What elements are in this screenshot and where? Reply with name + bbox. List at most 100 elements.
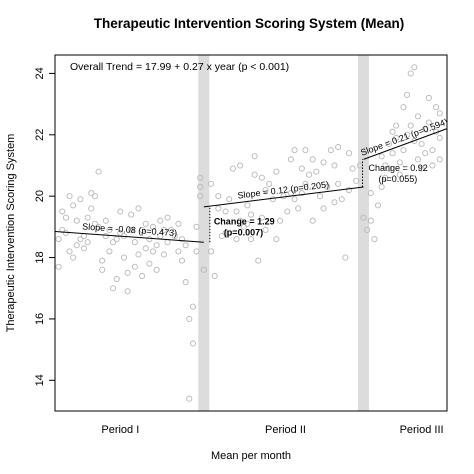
data-point	[284, 208, 291, 215]
data-point	[99, 266, 106, 273]
data-point	[186, 395, 193, 402]
data-point	[226, 229, 233, 237]
data-point	[309, 156, 316, 163]
y-tick-label: 22	[34, 129, 46, 141]
data-point	[262, 226, 269, 233]
data-point	[189, 303, 196, 310]
change-markers: Change = 1.29(p=0.007) Change = 0.92(p=0.…	[209, 159, 428, 243]
overall-trend-label: Overall Trend = 17.99 + 0.27 x year (p <…	[70, 61, 289, 73]
data-point	[226, 196, 233, 203]
data-point	[197, 174, 204, 181]
change-p-label-1: (p=0.007)	[224, 228, 263, 238]
data-point	[266, 180, 273, 187]
data-point	[258, 174, 265, 181]
data-point	[382, 162, 389, 169]
data-point	[110, 285, 117, 292]
data-point	[66, 248, 73, 255]
data-point	[215, 205, 222, 212]
data-point	[102, 217, 109, 224]
data-point	[407, 122, 414, 129]
data-point	[131, 263, 138, 270]
data-point	[374, 202, 382, 209]
data-point	[91, 193, 98, 200]
data-point	[295, 205, 302, 212]
data-points	[55, 64, 443, 402]
chart-title: Therapeutic Intervention Scoring System …	[94, 16, 405, 31]
data-point	[80, 245, 88, 252]
slope-label-period-3: Slope = 0.21 (p=0.594)	[359, 117, 449, 158]
trend-line-period-1	[54, 230, 204, 243]
data-point	[371, 236, 378, 243]
data-point	[149, 248, 157, 255]
data-point	[77, 196, 84, 203]
data-point	[345, 186, 353, 194]
data-point	[338, 196, 345, 203]
x-category-label: Period I	[101, 424, 139, 436]
data-point	[396, 159, 403, 166]
x-category-label: Period II	[265, 424, 306, 436]
data-point	[84, 239, 91, 246]
data-point	[70, 202, 77, 209]
data-point	[106, 248, 113, 255]
data-point	[164, 239, 171, 246]
data-point	[364, 226, 371, 233]
data-point	[146, 236, 153, 243]
data-point	[349, 165, 356, 172]
data-point	[324, 183, 331, 191]
x-axis: Period I Period II Period III	[101, 424, 443, 436]
data-point	[62, 214, 69, 221]
data-point	[186, 315, 193, 322]
data-point	[149, 223, 157, 230]
change-label-2: Change = 0.92	[369, 163, 428, 173]
trend-line-period-2	[203, 186, 364, 208]
data-point	[378, 153, 385, 160]
data-point	[117, 229, 124, 237]
data-point	[251, 171, 258, 178]
data-point	[291, 147, 298, 154]
data-point	[55, 236, 62, 243]
data-point	[360, 214, 367, 221]
data-point	[160, 226, 167, 233]
data-point	[244, 220, 251, 227]
data-point	[178, 236, 186, 243]
trend-lines	[54, 128, 448, 243]
data-point	[120, 254, 128, 261]
data-point	[306, 171, 313, 178]
data-point	[106, 226, 113, 233]
y-tick-label: 24	[34, 67, 46, 79]
data-point	[298, 165, 305, 172]
data-point	[73, 217, 80, 224]
data-point	[233, 236, 240, 243]
data-point	[331, 199, 338, 206]
data-point	[131, 239, 138, 246]
data-point	[320, 159, 327, 166]
y-tick-label: 18	[34, 251, 46, 263]
data-point	[331, 162, 338, 169]
data-point	[182, 279, 189, 286]
data-point	[436, 134, 443, 141]
data-point	[59, 226, 66, 233]
data-point	[414, 156, 422, 163]
data-point	[273, 236, 280, 243]
data-point	[211, 272, 218, 280]
data-point	[298, 190, 305, 197]
data-point	[342, 254, 349, 261]
y-tick-label: 14	[34, 374, 46, 386]
data-point	[124, 288, 131, 295]
data-point	[389, 150, 396, 157]
data-point	[240, 223, 247, 230]
data-point	[422, 150, 429, 157]
data-point	[197, 193, 204, 200]
data-point	[70, 254, 77, 261]
data-point	[335, 180, 342, 187]
data-point	[160, 251, 167, 258]
data-point	[153, 242, 160, 249]
data-point	[139, 226, 146, 233]
data-point	[244, 202, 251, 209]
data-point	[146, 260, 153, 267]
y-axis: 14 16 18 20 22 24	[34, 67, 55, 386]
y-tick-label: 20	[34, 190, 46, 202]
data-point	[200, 266, 207, 273]
data-point	[128, 226, 135, 233]
data-point	[157, 217, 164, 224]
